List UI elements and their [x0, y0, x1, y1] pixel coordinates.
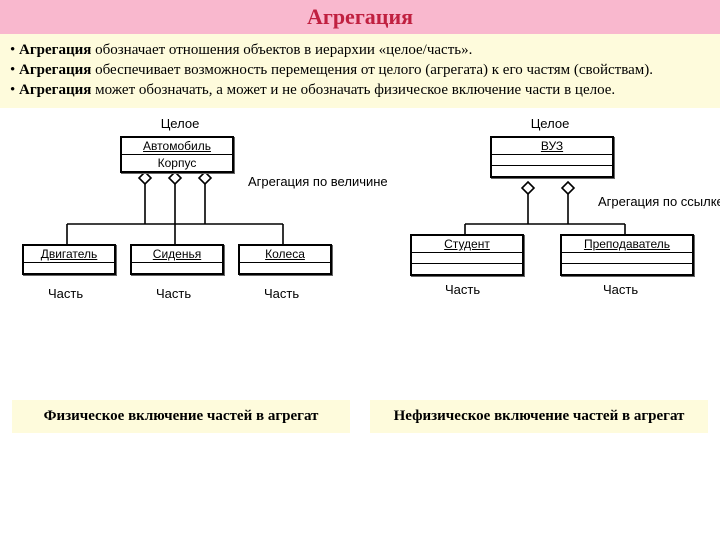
left-side-label: Агрегация по величине [248, 174, 388, 189]
left-child-1: Сиденья [130, 244, 224, 275]
caption-row: Физическое включение частей в агрегат Не… [0, 400, 720, 433]
right-side-label: Агрегация по ссылке [598, 194, 720, 209]
bullet-3: • Агрегация может обозначать, а может и … [10, 81, 710, 100]
right-child-0-title: Студент [412, 236, 522, 253]
right-agg-box: ВУЗ [490, 136, 614, 178]
right-child-0-label: Часть [445, 282, 480, 297]
left-child-2-label: Часть [264, 286, 299, 301]
right-top-label: Целое [520, 116, 580, 131]
left-child-1-label: Часть [156, 286, 191, 301]
page-title: Агрегация [0, 0, 720, 34]
left-agg-sub: Корпус [122, 155, 232, 171]
bullet-2: • Агрегация обеспечивает возможность пер… [10, 61, 710, 80]
left-child-0-label: Часть [48, 286, 83, 301]
caption-left: Физическое включение частей в агрегат [12, 400, 350, 433]
left-child-0: Двигатель [22, 244, 116, 275]
left-child-2-title: Колеса [240, 246, 330, 263]
right-child-0: Студент [410, 234, 524, 276]
caption-right: Нефизическое включение частей в агрегат [370, 400, 708, 433]
left-top-label: Целое [150, 116, 210, 131]
left-agg-title: Автомобиль [122, 138, 232, 155]
bullet-block: • Агрегация обозначает отношения объекто… [0, 34, 720, 108]
right-child-1-title: Преподаватель [562, 236, 692, 253]
bullet-1: • Агрегация обозначает отношения объекто… [10, 41, 710, 60]
left-child-0-title: Двигатель [24, 246, 114, 263]
right-child-1-label: Часть [603, 282, 638, 297]
right-child-1: Преподаватель [560, 234, 694, 276]
diagram-area: Целое Автомобиль Корпус Агрегация по вел… [0, 114, 720, 394]
left-child-2: Колеса [238, 244, 332, 275]
right-agg-title: ВУЗ [492, 138, 612, 155]
left-agg-box: Автомобиль Корпус [120, 136, 234, 173]
left-child-1-title: Сиденья [132, 246, 222, 263]
